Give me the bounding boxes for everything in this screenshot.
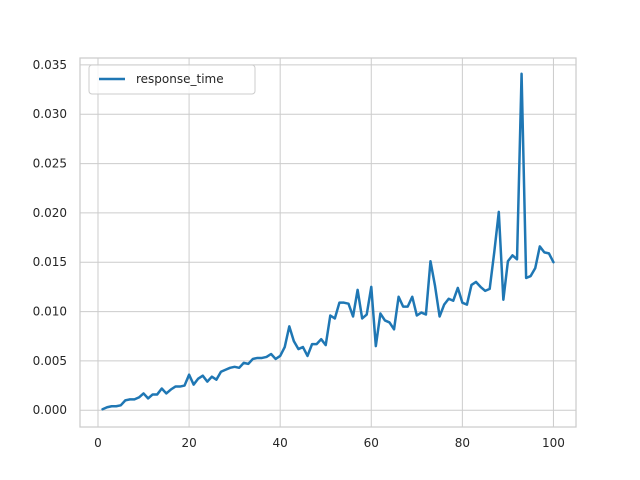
y-tick-label: 0.025 xyxy=(33,157,67,171)
y-tick-label: 0.035 xyxy=(33,58,67,72)
x-tick-label: 40 xyxy=(273,436,288,450)
plot-area-frame xyxy=(79,57,577,428)
x-tick-label: 100 xyxy=(542,436,565,450)
legend-label-response-time: response_time xyxy=(136,72,224,86)
x-axis-ticks: 0 20 40 60 80 100 xyxy=(94,436,565,450)
x-tick-label: 0 xyxy=(94,436,102,450)
x-tick-label: 20 xyxy=(181,436,196,450)
series-layer xyxy=(101,72,555,411)
y-tick-label: 0.010 xyxy=(33,305,67,319)
legend: response_time xyxy=(88,64,256,95)
legend-box xyxy=(88,64,256,95)
y-tick-label: 0.030 xyxy=(33,107,67,121)
x-tick-label: 60 xyxy=(364,436,379,450)
series-line-response-time xyxy=(101,72,555,411)
x-tick-label: 80 xyxy=(455,436,470,450)
y-axis-ticks: 0.000 0.005 0.010 0.015 0.020 0.025 0.030 0.035 xyxy=(33,58,67,417)
y-tick-label: 0.000 xyxy=(33,403,67,417)
y-tick-label: 0.005 xyxy=(33,354,67,368)
y-tick-label: 0.020 xyxy=(33,206,67,220)
y-tick-label: 0.015 xyxy=(33,255,67,269)
